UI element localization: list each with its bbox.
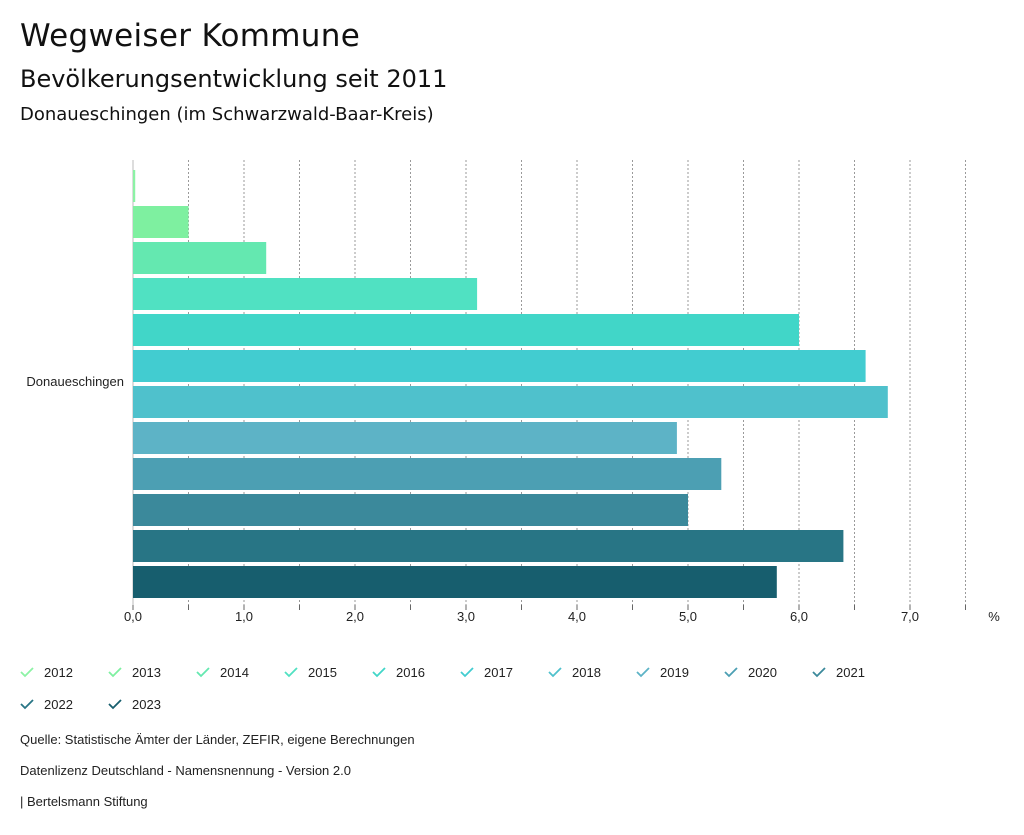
bar-2017[interactable] — [133, 350, 866, 382]
legend-label: 2012 — [44, 664, 73, 680]
bar-2018[interactable] — [133, 386, 888, 418]
legend-item-2013[interactable]: 2013 — [108, 656, 196, 688]
checkmark-icon — [108, 667, 122, 678]
bar-2013[interactable] — [133, 206, 189, 238]
bar-2021[interactable] — [133, 494, 688, 526]
legend-item-2016[interactable]: 2016 — [372, 656, 460, 688]
checkmark-icon — [724, 667, 738, 678]
checkmark-icon — [460, 667, 474, 678]
bar-2020[interactable] — [133, 458, 722, 490]
legend-item-2017[interactable]: 2017 — [460, 656, 548, 688]
region-title: Donaueschingen (im Schwarzwald-Baar-Krei… — [20, 104, 434, 125]
category-label: Donaueschingen — [26, 374, 124, 389]
legend: 2012 2013 2014 2015 2016 2017 2018 2019 2020 2021… — [20, 656, 980, 720]
legend-label: 2023 — [132, 696, 161, 712]
legend-label: 2021 — [836, 664, 865, 680]
legend-item-2019[interactable]: 2019 — [636, 656, 724, 688]
x-tick-label: 7,0 — [901, 609, 919, 624]
page-title: Wegweiser Kommune — [20, 18, 361, 54]
bar-2015[interactable] — [133, 278, 478, 310]
bar-2014[interactable] — [133, 242, 267, 274]
bar-2023[interactable] — [133, 566, 777, 598]
x-tick-label: 5,0 — [679, 609, 697, 624]
checkmark-icon — [548, 667, 562, 678]
legend-label: 2014 — [220, 664, 249, 680]
legend-item-2022[interactable]: 2022 — [20, 688, 108, 720]
unit-label: % — [988, 609, 1000, 624]
x-tick-label: 1,0 — [235, 609, 253, 624]
legend-label: 2022 — [44, 696, 73, 712]
chart-subtitle: Bevölkerungsentwicklung seit 2011 — [20, 65, 448, 93]
license-note: Datenlizenz Deutschland - Namensnennung … — [20, 763, 351, 778]
publisher-note: | Bertelsmann Stiftung — [20, 794, 148, 809]
x-axis: 0,0 1,0 2,0 3,0 4,0 5,0 6,0 7,0 — [124, 605, 966, 624]
checkmark-icon — [20, 667, 34, 678]
checkmark-icon — [108, 699, 122, 710]
bar-2019[interactable] — [133, 422, 677, 454]
legend-item-2018[interactable]: 2018 — [548, 656, 636, 688]
source-note: Quelle: Statistische Ämter der Länder, Z… — [20, 732, 415, 747]
bars — [133, 170, 888, 598]
x-tick-label: 4,0 — [568, 609, 586, 624]
legend-label: 2013 — [132, 664, 161, 680]
legend-label: 2018 — [572, 664, 601, 680]
x-tick-label: 3,0 — [457, 609, 475, 624]
checkmark-icon — [20, 699, 34, 710]
bar-2016[interactable] — [133, 314, 799, 346]
checkmark-icon — [636, 667, 650, 678]
legend-item-2023[interactable]: 2023 — [108, 688, 196, 720]
x-tick-label: 6,0 — [790, 609, 808, 624]
bar-2022[interactable] — [133, 530, 844, 562]
checkmark-icon — [196, 667, 210, 678]
legend-label: 2020 — [748, 664, 777, 680]
legend-label: 2015 — [308, 664, 337, 680]
x-tick-label: 0,0 — [124, 609, 142, 624]
legend-item-2020[interactable]: 2020 — [724, 656, 812, 688]
x-tick-label: 2,0 — [346, 609, 364, 624]
legend-item-2012[interactable]: 2012 — [20, 656, 108, 688]
checkmark-icon — [812, 667, 826, 678]
legend-label: 2016 — [396, 664, 425, 680]
legend-item-2021[interactable]: 2021 — [812, 656, 900, 688]
checkmark-icon — [372, 667, 386, 678]
legend-label: 2019 — [660, 664, 689, 680]
bar-chart: 0,0 1,0 2,0 3,0 4,0 5,0 6,0 7,0 Donaueschingen … — [26, 160, 1000, 624]
legend-label: 2017 — [484, 664, 513, 680]
bar-2012[interactable] — [133, 170, 136, 202]
legend-item-2015[interactable]: 2015 — [284, 656, 372, 688]
checkmark-icon — [284, 667, 298, 678]
legend-item-2014[interactable]: 2014 — [196, 656, 284, 688]
